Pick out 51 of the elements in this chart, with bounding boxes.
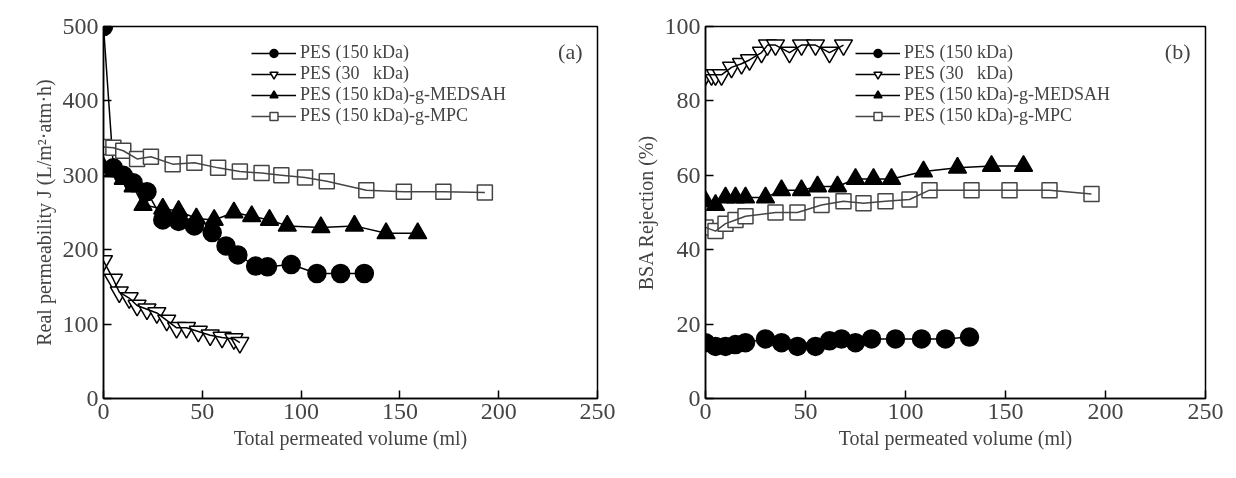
point <box>330 263 351 284</box>
y-tick-label: 60 <box>676 161 701 188</box>
y-axis-title: Real permeability J (L/m²·atm·h) <box>32 79 56 346</box>
x-tick-label: 150 <box>381 397 418 424</box>
legend-label: PES (30 kDa) <box>300 63 409 84</box>
y-tick-label: 40 <box>676 236 701 263</box>
y-tick-label: 300 <box>62 161 99 188</box>
legend-label: PES (150 kDa)-g-MPC <box>904 105 1073 126</box>
annotation: (a) <box>558 38 583 64</box>
x-tick-label: 150 <box>987 397 1024 424</box>
point <box>253 164 270 182</box>
x-tick-label: 100 <box>887 397 924 424</box>
y-tick-label: 500 <box>62 13 99 39</box>
legend-label: PES (150 kDa)-g-MEDSAH <box>904 84 1110 105</box>
point <box>833 39 854 57</box>
point <box>281 254 301 275</box>
y-tick-label: 80 <box>676 87 701 114</box>
point <box>737 207 754 225</box>
point <box>789 204 806 221</box>
x-tick-label: 200 <box>480 397 517 424</box>
legend-label: PES (150 kDa)-g-MEDSAH <box>300 84 506 105</box>
point <box>307 263 327 284</box>
point <box>476 184 494 201</box>
point <box>1083 185 1100 203</box>
legend-label: PES (150 kDa)-g-MPC <box>300 105 469 126</box>
y-tick-label: 400 <box>62 87 99 114</box>
y-axis-title: BSA Rejection (%) <box>634 135 658 291</box>
legend-label: PES (150 kDa) <box>300 42 409 63</box>
x-tick-label: 250 <box>1187 397 1224 424</box>
x-tick-label: 50 <box>190 397 215 424</box>
point <box>835 193 852 210</box>
point <box>959 327 980 347</box>
point <box>395 183 413 200</box>
legend-label: PES (150 kDa) <box>904 42 1013 63</box>
x-axis-title: Total permeated volume (ml) <box>838 426 1073 450</box>
x-axis-title: Total permeated volume (ml) <box>233 426 468 450</box>
x-tick-label: 200 <box>1087 397 1124 424</box>
y-tick-label: 200 <box>62 236 99 263</box>
point <box>435 183 452 200</box>
legend-label: PES (30 kDa) <box>904 63 1013 84</box>
y-tick-label: 100 <box>664 13 701 39</box>
y-tick-label: 100 <box>62 310 99 337</box>
annotation: (b) <box>1164 38 1191 64</box>
point <box>358 181 375 199</box>
point <box>273 167 290 184</box>
x-tick-label: 50 <box>793 397 818 424</box>
x-tick-label: 250 <box>579 397 616 424</box>
point <box>354 263 375 284</box>
point <box>767 204 784 221</box>
y-tick-label: 20 <box>676 310 701 337</box>
x-tick-label: 100 <box>283 397 320 424</box>
